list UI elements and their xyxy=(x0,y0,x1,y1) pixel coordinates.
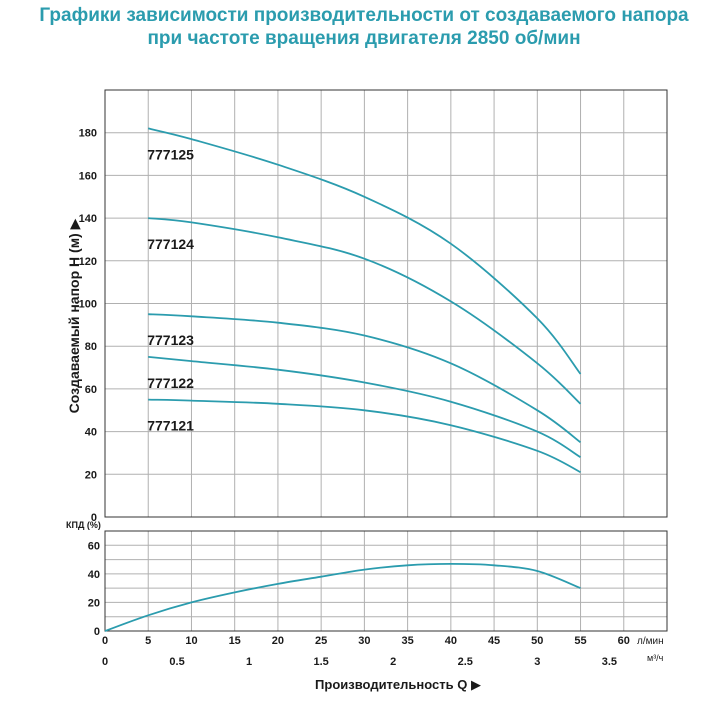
x2-tick-label: 0 xyxy=(102,656,108,668)
x-tick-label: 25 xyxy=(315,635,327,647)
head-curve-777122 xyxy=(148,356,581,458)
x-tick-label: 15 xyxy=(229,635,241,647)
head-y-tick-label: 40 xyxy=(85,427,97,439)
x-tick-label: 60 xyxy=(618,635,630,647)
head-curve-777125 xyxy=(147,127,582,375)
series-label-777122: 777122 xyxy=(147,375,194,391)
head-y-tick-label: 100 xyxy=(79,299,97,311)
head-curve-777121 xyxy=(148,398,581,474)
efficiency-y-axis-title: КПД (%) xyxy=(66,520,101,530)
x2-unit-label: м³/ч xyxy=(647,653,664,663)
x-tick-label: 45 xyxy=(488,635,500,647)
x-tick-label: 10 xyxy=(185,635,197,647)
x2-tick-label: 0.5 xyxy=(169,656,184,668)
x2-tick-label: 1.5 xyxy=(314,656,329,668)
x2-tick-label: 3 xyxy=(534,656,540,668)
efficiency-y-tick-label: 20 xyxy=(88,597,100,609)
head-y-tick-label: 80 xyxy=(85,341,97,353)
series-label-777124: 777124 xyxy=(147,236,194,252)
head-chart-grid xyxy=(105,90,667,517)
head-y-tick-label: 60 xyxy=(85,384,97,396)
efficiency-curve-line xyxy=(104,562,581,632)
head-y-tick-label: 160 xyxy=(79,170,97,182)
x2-tick-label: 1 xyxy=(246,656,252,668)
x-tick-label: 50 xyxy=(531,635,543,647)
efficiency-y-tick-label: 0 xyxy=(94,626,100,638)
head-curve-777123 xyxy=(148,313,582,444)
axis-labels: 0204060801001201401601800204060777125777… xyxy=(66,128,664,692)
x-unit-label: л/мин xyxy=(637,636,664,647)
x-axis-title: Производительность Q ▶ xyxy=(315,677,481,692)
x2-tick-label: 3.5 xyxy=(602,656,617,668)
head-y-tick-label: 0 xyxy=(91,512,97,524)
x-tick-label: 20 xyxy=(272,635,284,647)
head-y-tick-label: 120 xyxy=(79,256,97,268)
chart-title-line2: при частоте вращения двигателя 2850 об/м… xyxy=(147,28,581,49)
head-curves xyxy=(147,127,582,474)
efficiency-curve xyxy=(104,562,581,632)
efficiency-chart-frame xyxy=(104,530,668,632)
series-label-777121: 777121 xyxy=(147,418,194,434)
head-y-tick-label: 180 xyxy=(79,128,97,140)
chart-title: Графики зависимости производительности о… xyxy=(0,4,728,50)
x2-tick-label: 2 xyxy=(390,656,396,668)
x-tick-label: 40 xyxy=(445,635,457,647)
efficiency-chart-grid xyxy=(105,531,667,631)
head-y-tick-label: 140 xyxy=(79,213,97,225)
x-tick-label: 55 xyxy=(574,635,586,647)
efficiency-y-tick-label: 60 xyxy=(88,540,100,552)
x-tick-label: 5 xyxy=(145,635,151,647)
head-curve-777124 xyxy=(148,217,582,405)
head-y-axis-title: Создаваемый напор H (м) ▶ xyxy=(66,218,82,413)
x2-tick-label: 2.5 xyxy=(458,656,473,668)
x-tick-label: 30 xyxy=(358,635,370,647)
x-tick-label: 0 xyxy=(102,635,108,647)
head-y-tick-label: 20 xyxy=(85,469,97,481)
x-tick-label: 35 xyxy=(401,635,413,647)
chart-title-line1: Графики зависимости производительности о… xyxy=(39,5,689,26)
series-label-777125: 777125 xyxy=(147,146,194,162)
series-label-777123: 777123 xyxy=(147,332,194,348)
efficiency-y-tick-label: 40 xyxy=(88,569,100,581)
head-chart-frame xyxy=(104,89,668,518)
